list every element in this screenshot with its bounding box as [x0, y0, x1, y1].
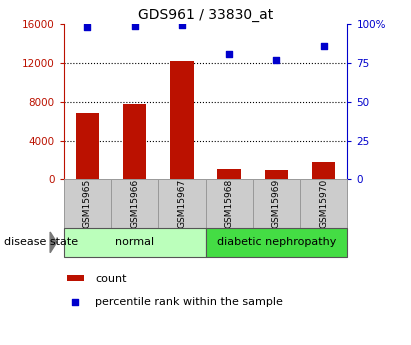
Polygon shape: [50, 232, 57, 253]
Point: [226, 51, 233, 56]
Bar: [253, 179, 300, 228]
Bar: [64, 179, 111, 228]
Text: normal: normal: [115, 237, 154, 247]
Text: count: count: [95, 274, 127, 284]
Text: GSM15967: GSM15967: [178, 179, 186, 228]
Text: disease state: disease state: [4, 237, 78, 247]
Point: [84, 24, 90, 30]
Bar: [67, 275, 83, 281]
Bar: [300, 179, 347, 228]
Bar: [170, 61, 194, 179]
Bar: [312, 162, 335, 179]
Text: percentile rank within the sample: percentile rank within the sample: [95, 297, 283, 307]
Point: [178, 22, 185, 28]
Bar: [217, 169, 241, 179]
Text: GSM15965: GSM15965: [83, 179, 92, 228]
Point: [72, 300, 79, 305]
Text: GSM15966: GSM15966: [130, 179, 139, 228]
Bar: [64, 228, 206, 257]
Bar: [158, 179, 206, 228]
Bar: [206, 179, 253, 228]
Bar: [111, 179, 158, 228]
Point: [273, 57, 279, 62]
Bar: [76, 114, 99, 179]
Title: GDS961 / 33830_at: GDS961 / 33830_at: [138, 8, 273, 22]
Bar: [206, 228, 347, 257]
Text: GSM15969: GSM15969: [272, 179, 281, 228]
Point: [132, 23, 138, 28]
Text: diabetic nephropathy: diabetic nephropathy: [217, 237, 336, 247]
Text: GSM15968: GSM15968: [225, 179, 233, 228]
Bar: [265, 170, 288, 179]
Point: [321, 43, 327, 49]
Bar: [123, 104, 146, 179]
Text: GSM15970: GSM15970: [319, 179, 328, 228]
